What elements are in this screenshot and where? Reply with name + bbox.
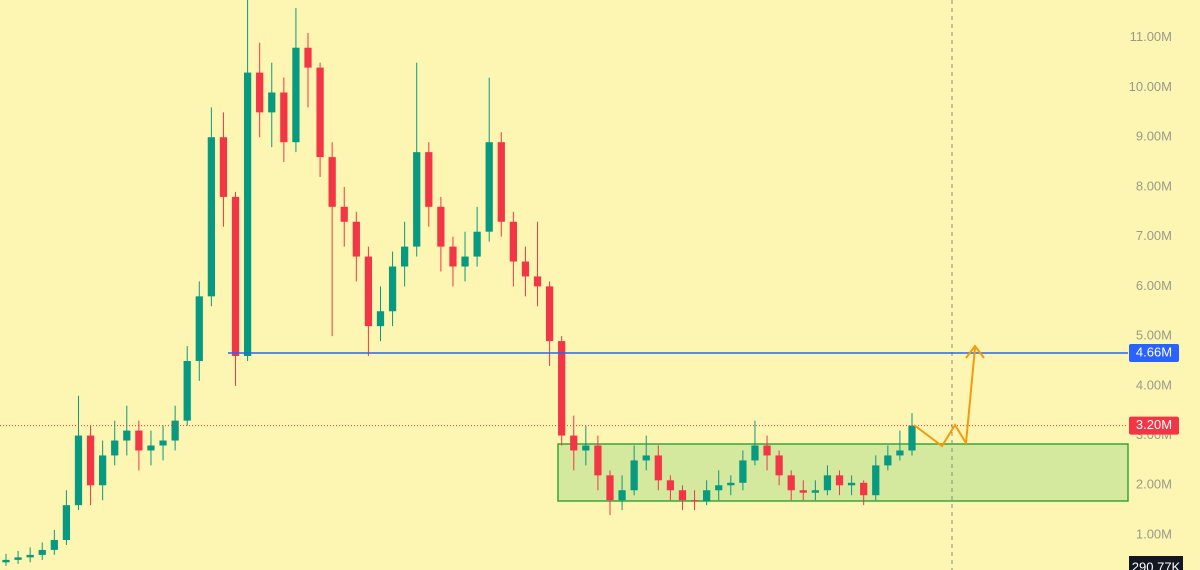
- projection-path: [913, 347, 976, 448]
- candle-body: [328, 157, 336, 207]
- candle-body: [207, 137, 215, 297]
- y-tick-label: 10.00M: [1129, 79, 1172, 94]
- candle-body: [425, 152, 433, 207]
- candle-body: [280, 92, 288, 143]
- projection-arrowhead: [965, 344, 985, 359]
- candle-body: [666, 480, 675, 491]
- candle-body: [775, 455, 783, 476]
- support-zone: [557, 443, 1129, 502]
- y-tick-label: 8.00M: [1136, 178, 1172, 193]
- y-tick-label: 1.00M: [1136, 526, 1172, 541]
- volume-label-box: [1129, 556, 1183, 570]
- candle-body: [872, 465, 880, 496]
- y-tick-label: 6.00M: [1136, 278, 1172, 293]
- candle-body: [594, 445, 602, 476]
- candle-body: [485, 142, 493, 232]
- candle-body: [50, 539, 58, 550]
- candle-body: [835, 475, 844, 486]
- candle-body: [26, 554, 34, 558]
- candle-body: [715, 485, 723, 491]
- candle-body: [99, 455, 107, 486]
- y-tick-label: 9.00M: [1136, 129, 1172, 144]
- candle-body: [630, 460, 638, 491]
- candle-body: [401, 246, 409, 267]
- candle-body: [364, 256, 373, 327]
- price-label: 3.20M: [1136, 417, 1172, 432]
- plot-area: [0, 0, 1128, 566]
- candle-body: [908, 425, 916, 451]
- candle-body: [437, 206, 445, 247]
- candle-body: [799, 490, 807, 493]
- candle-body: [111, 440, 119, 456]
- candle-body: [159, 440, 167, 446]
- candle-body: [787, 475, 795, 491]
- candle-body: [292, 47, 300, 143]
- candle-body: [256, 72, 264, 113]
- candle-body: [521, 261, 530, 277]
- y-tick-label: 11.00M: [1130, 29, 1172, 44]
- candle-body: [642, 455, 650, 461]
- candle-body: [847, 482, 856, 486]
- candle-body: [243, 72, 252, 357]
- candle-body: [884, 455, 892, 466]
- candle-body: [352, 221, 360, 257]
- candle-body: [703, 490, 711, 502]
- candle-body: [219, 137, 228, 197]
- candle-body: [340, 206, 348, 222]
- candle-body: [739, 460, 747, 483]
- candle-body: [473, 231, 481, 257]
- candle-body: [690, 500, 699, 502]
- candle-body: [135, 430, 143, 451]
- candle-body: [751, 445, 759, 461]
- candle-body: [860, 482, 868, 496]
- y-tick-label: 4.00M: [1136, 377, 1172, 392]
- candle-body: [533, 276, 542, 287]
- price-label: 4.66M: [1136, 344, 1172, 359]
- candle-body: [727, 482, 735, 486]
- candle-body: [304, 47, 312, 68]
- candle-body: [896, 450, 904, 456]
- y-tick-label: 2.00M: [1136, 477, 1172, 492]
- price-axis: 1.00M2.00M3.00M4.00M5.00M6.00M7.00M8.00M…: [1129, 29, 1179, 541]
- candle-body: [570, 435, 578, 451]
- candle-body: [545, 286, 554, 342]
- candle-body: [449, 246, 457, 267]
- candle-body: [86, 435, 95, 486]
- candle-body: [38, 549, 46, 555]
- candle-body: [582, 445, 590, 451]
- candle-body: [14, 557, 22, 560]
- candle-body: [195, 296, 203, 361]
- candle-body: [171, 420, 179, 441]
- candle-body: [654, 455, 662, 481]
- candle-body: [678, 490, 687, 501]
- candle-body: [316, 67, 324, 158]
- y-tick-label: 5.00M: [1136, 328, 1172, 343]
- candle-body: [147, 445, 155, 451]
- candle-body: [183, 360, 191, 421]
- candle-body: [376, 311, 385, 327]
- candle-body: [268, 92, 276, 113]
- candle-body: [461, 256, 469, 267]
- price-label-box: [1129, 344, 1179, 363]
- candle-body: [618, 490, 626, 501]
- candle-body: [231, 196, 240, 357]
- candle-body: [2, 559, 10, 563]
- candle-body: [123, 430, 131, 441]
- candle-body: [509, 221, 517, 262]
- candle-body: [606, 475, 614, 501]
- candle-body: [558, 341, 566, 436]
- candle-body: [811, 490, 819, 493]
- price-label-box: [1129, 416, 1179, 435]
- candle-body: [763, 445, 771, 456]
- y-tick-label: 7.00M: [1136, 228, 1172, 243]
- candle-body: [497, 142, 505, 222]
- volume-label: 290.77K: [1132, 559, 1181, 570]
- candle-body: [74, 435, 83, 506]
- candle-body: [413, 152, 421, 247]
- candle-body: [388, 266, 397, 312]
- candle-body: [62, 505, 71, 540]
- candle-body: [823, 475, 832, 491]
